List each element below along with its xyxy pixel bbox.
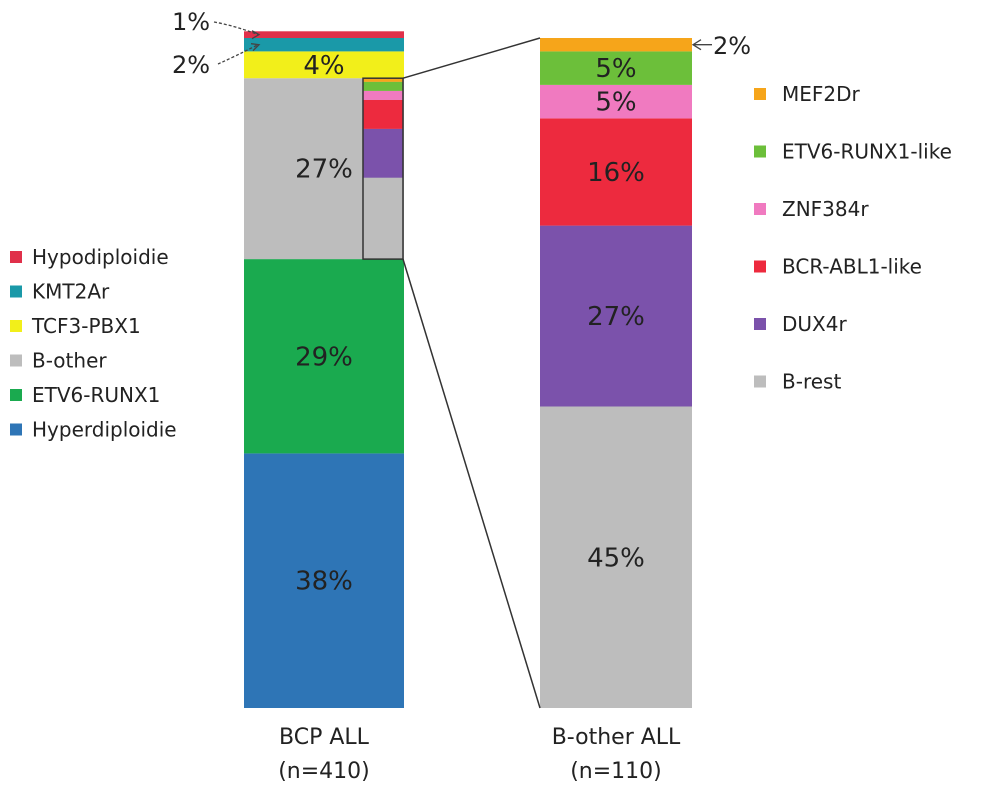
callout-arrow-kmt2ar: [217, 44, 259, 65]
legend-left-swatch-b-other: [10, 354, 22, 367]
bar-2-segment-znf384r: [540, 84, 692, 119]
connector-line-top: [402, 37, 541, 79]
inset-segment-znf384r: [363, 90, 403, 100]
bar-2-label-znf384r: 5%: [595, 88, 636, 118]
inset-segment-mef2dr: [363, 78, 403, 82]
legend-left-label-b-other: B-other: [32, 349, 107, 373]
bar-1-label-etv6-runx1: 29%: [295, 342, 353, 372]
legend-right-swatch-dux4r: [754, 318, 766, 330]
legend-right-swatch-bcr-abl1-like: [754, 260, 766, 273]
legend-left-label-hypodiploidie: Hypodiploidie: [32, 245, 169, 269]
bar-1-label-b-other: 27%: [295, 155, 353, 185]
bar-1-segment-kmt2ar: [244, 38, 404, 52]
category-label-2-line-1: B-other ALL: [552, 725, 681, 750]
legend-right-label-mef2dr: MEF2Dr: [782, 82, 861, 106]
bar-1-label-tcf3-pbx1: 4%: [303, 51, 344, 81]
legend-left-swatch-hyperdiploidie: [10, 423, 22, 436]
bar-2-segment-etv6-runx1-like: [540, 51, 692, 85]
callout-label-kmt2ar: 2%: [172, 51, 210, 79]
bar-1-label-hyperdiploidie: 38%: [295, 567, 353, 597]
bar-1-segment-etv6-runx1: [244, 259, 404, 454]
bar-1-segment-hyperdiploidie: [244, 453, 404, 708]
legend-right-label-dux4r: DUX4r: [782, 312, 847, 336]
legend-right-label-bcr-abl1-like: BCR-ABL1-like: [782, 255, 922, 279]
legend-right-label-znf384r: ZNF384r: [782, 197, 869, 221]
inset-segment-dux4r: [363, 128, 403, 178]
legend-right-swatch-mef2dr: [754, 88, 766, 100]
category-label-2-line-2: (n=110): [570, 759, 662, 784]
inset-segment-etv6-runx1-like: [363, 81, 403, 91]
inset-outline: [362, 77, 404, 260]
bar-2-segment-mef2dr: [540, 38, 692, 52]
legend-left-label-hyperdiploidie: Hyperdiploidie: [32, 418, 177, 442]
legend-right-swatch-etv6-runx1-like: [754, 145, 766, 158]
callout-arrowhead-mef2dr: [691, 39, 702, 51]
legend-left-label-tcf3-pbx1: TCF3-PBX1: [31, 314, 141, 338]
inset-segment-bcr-abl1-like: [363, 99, 403, 129]
legend-left-swatch-hypodiploidie: [10, 251, 22, 263]
legend-left-label-etv6-runx1: ETV6-RUNX1: [32, 383, 160, 407]
bar-1-segment-tcf3-pbx1: [244, 51, 404, 79]
callout-label-hypodiploidie: 1%: [172, 8, 210, 36]
category-label-1-line-1: BCP ALL: [279, 725, 370, 750]
callout-arrowhead-kmt2ar: [250, 43, 261, 52]
legend-right-label-etv6-runx1-like: ETV6-RUNX1-like: [782, 140, 952, 164]
inset-segment-b-rest: [363, 177, 403, 260]
category-label-1-line-2: (n=410): [278, 759, 370, 784]
bar-2-label-b-rest: 45%: [587, 543, 645, 573]
bar-2-label-dux4r: 27%: [587, 302, 645, 332]
bar-2-label-etv6-runx1-like: 5%: [595, 54, 636, 84]
bar-2-segment-b-rest: [540, 406, 692, 708]
connector-line-bottom: [402, 258, 541, 709]
legend-right-swatch-znf384r: [754, 203, 766, 215]
bar-2-segment-dux4r: [540, 225, 692, 407]
callout-arrowhead-hypodiploidie: [251, 30, 261, 40]
bar-2-segment-bcr-abl1-like: [540, 118, 692, 226]
legend-left-label-kmt2ar: KMT2Ar: [32, 280, 110, 304]
legend-left-swatch-tcf3-pbx1: [10, 320, 22, 332]
bar-1-segment-hypodiploidie: [244, 31, 404, 38]
callout-arrow-hypodiploidie: [213, 21, 259, 36]
legend-left-swatch-etv6-runx1: [10, 389, 22, 401]
legend-right-label-b-rest: B-rest: [782, 370, 841, 394]
legend-right-swatch-b-rest: [754, 375, 766, 388]
legend-left-swatch-kmt2ar: [10, 285, 22, 298]
bar-2-label-bcr-abl1-like: 16%: [587, 158, 645, 188]
callout-label-mef2dr: 2%: [713, 32, 751, 60]
